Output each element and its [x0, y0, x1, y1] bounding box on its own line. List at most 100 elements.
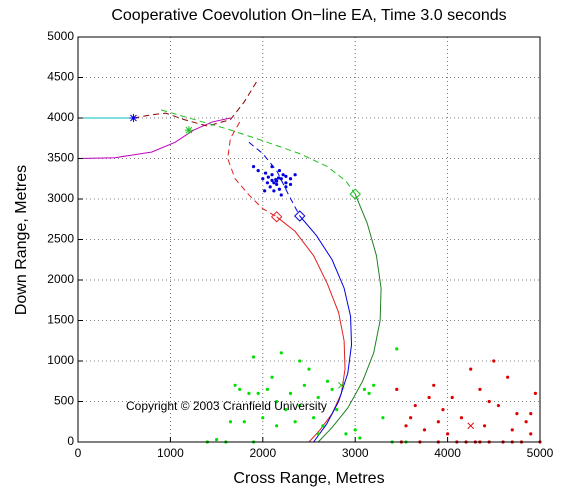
- point: [261, 416, 265, 420]
- point: [413, 403, 417, 408]
- point: [533, 391, 537, 395]
- point: [279, 177, 283, 181]
- annotation: Copyright © 2003 Cranfield University: [126, 399, 327, 413]
- point: [298, 403, 302, 408]
- point: [446, 432, 450, 436]
- trajectory: [133, 78, 259, 127]
- point: [265, 181, 270, 185]
- point: [247, 391, 251, 395]
- trajectory: [276, 216, 346, 443]
- point: [372, 383, 376, 387]
- point: [321, 424, 325, 428]
- point: [358, 436, 362, 440]
- point: [284, 181, 288, 185]
- x-tick-label: 3000: [342, 446, 369, 460]
- point: [272, 189, 276, 193]
- point: [238, 387, 242, 391]
- point: [293, 173, 297, 177]
- point: [362, 387, 367, 391]
- point: [215, 437, 219, 442]
- point: [270, 165, 274, 169]
- point: [298, 359, 302, 363]
- point: [496, 403, 501, 408]
- point: [307, 367, 311, 371]
- point: [427, 395, 431, 400]
- point: [256, 169, 260, 173]
- point: [524, 420, 528, 424]
- point: [275, 399, 279, 404]
- cross-marker: [337, 381, 345, 389]
- y-tick-label: 1000: [47, 353, 74, 367]
- point: [302, 383, 306, 387]
- point: [344, 432, 348, 436]
- y-tick-label: 3000: [47, 191, 74, 205]
- point: [275, 424, 279, 428]
- point: [293, 420, 297, 424]
- point: [288, 177, 293, 181]
- point: [277, 187, 282, 191]
- trajectory: [227, 121, 277, 218]
- trajectory: [317, 193, 382, 443]
- point: [279, 193, 283, 197]
- point: [432, 383, 436, 387]
- point: [312, 416, 316, 420]
- point: [270, 375, 274, 379]
- point: [422, 428, 427, 432]
- point: [510, 428, 514, 432]
- point: [529, 432, 533, 436]
- point: [316, 395, 320, 400]
- point: [265, 387, 270, 391]
- point: [492, 359, 496, 363]
- y-tick-label: 0: [67, 434, 74, 448]
- point: [395, 387, 399, 391]
- point: [506, 375, 510, 379]
- point: [335, 408, 339, 412]
- star-marker: [184, 126, 193, 135]
- point: [268, 185, 272, 189]
- point: [288, 182, 293, 187]
- y-axis-label: Down Range, Metres: [13, 165, 30, 315]
- x-tick-label: 0: [75, 446, 82, 460]
- ticks: 0 1000 2000 3000 4000 5000 0 500 1000 1500 2000 250…: [47, 29, 553, 460]
- diamond-marker: [294, 210, 306, 222]
- point: [263, 171, 268, 175]
- point: [316, 432, 320, 436]
- point: [487, 399, 491, 404]
- point: [404, 424, 408, 428]
- point: [469, 367, 473, 371]
- y-tick-label: 4500: [47, 70, 74, 84]
- point: [284, 185, 288, 189]
- point: [263, 189, 267, 193]
- y-tick-label: 2500: [47, 232, 74, 246]
- diamond-marker: [349, 188, 361, 200]
- x-tick-label: 4000: [434, 446, 461, 460]
- star-marker: [129, 114, 138, 122]
- y-tick-label: 500: [54, 394, 74, 408]
- point: [330, 387, 334, 391]
- trajectory: [299, 215, 353, 443]
- y-tick-label: 4000: [47, 110, 74, 124]
- y-tick-label: 1500: [47, 313, 74, 327]
- trajectory: [248, 141, 301, 217]
- point: [272, 181, 276, 185]
- trajectory: [77, 117, 231, 159]
- point: [270, 178, 274, 182]
- x-axis-label: Cross Range, Metres: [233, 470, 384, 487]
- point: [395, 347, 399, 351]
- trajectory: [161, 109, 356, 195]
- point: [242, 420, 246, 424]
- diamond-marker: [270, 211, 283, 223]
- y-tick-label: 5000: [47, 29, 74, 43]
- x-tick-label: 1000: [157, 446, 184, 460]
- point: [482, 424, 487, 428]
- point: [270, 173, 274, 177]
- point: [478, 387, 482, 391]
- point: [261, 177, 265, 181]
- chart-title: Cooperative Coevolution On−line EA, Time…: [111, 7, 506, 24]
- x-tick-label: 2000: [249, 446, 276, 460]
- point: [459, 416, 464, 420]
- point: [233, 383, 237, 387]
- point: [275, 182, 279, 187]
- y-tick-label: 2000: [47, 272, 74, 286]
- marks: [77, 78, 542, 444]
